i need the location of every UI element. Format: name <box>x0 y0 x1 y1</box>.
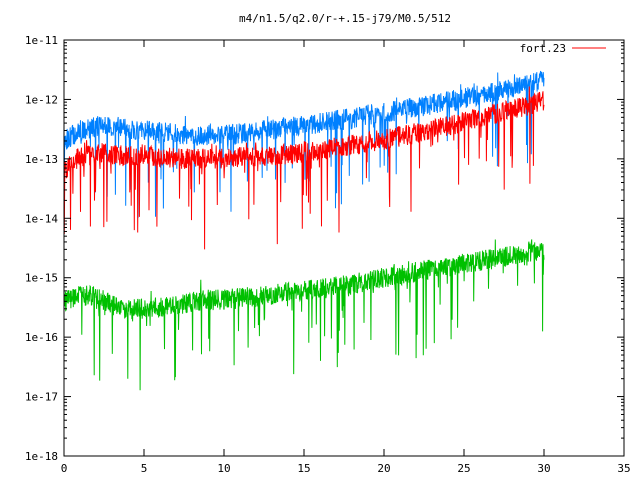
x-tick-label: 10 <box>217 462 230 475</box>
x-tick-label: 20 <box>377 462 390 475</box>
y-tick-label: 1e-13 <box>25 153 58 166</box>
y-tick-label: 1e-18 <box>25 450 58 463</box>
x-tick-label: 30 <box>537 462 550 475</box>
y-tick-label: 1e-17 <box>25 391 58 404</box>
series-line-1 <box>63 70 545 218</box>
plot-area <box>63 70 545 391</box>
chart-title: m4/n1.5/q2.0/r-+.15-j79/M0.5/512 <box>239 12 451 25</box>
x-tick-label: 25 <box>457 462 470 475</box>
y-tick-label: 1e-16 <box>25 331 58 344</box>
y-tick-label: 1e-12 <box>25 93 58 106</box>
series-line-2 <box>63 239 545 391</box>
x-axis: 0 5 10 15 20 25 30 35 <box>61 40 631 475</box>
x-tick-label: 35 <box>617 462 630 475</box>
legend-label: fort.23 <box>520 42 566 55</box>
y-tick-label: 1e-15 <box>25 272 58 285</box>
x-tick-label: 5 <box>141 462 148 475</box>
y-axis: 1e-18 1e-17 1e-16 1e-15 1e-14 1e-13 1e-12 1e-11 <box>25 34 624 463</box>
y-tick-label: 1e-14 <box>25 212 58 225</box>
y-tick-label: 1e-11 <box>25 34 58 47</box>
legend: fort.23 <box>520 42 606 55</box>
x-tick-label: 0 <box>61 462 68 475</box>
plot-border <box>63 39 625 457</box>
x-tick-label: 15 <box>297 462 310 475</box>
series-line-0 <box>63 86 545 250</box>
